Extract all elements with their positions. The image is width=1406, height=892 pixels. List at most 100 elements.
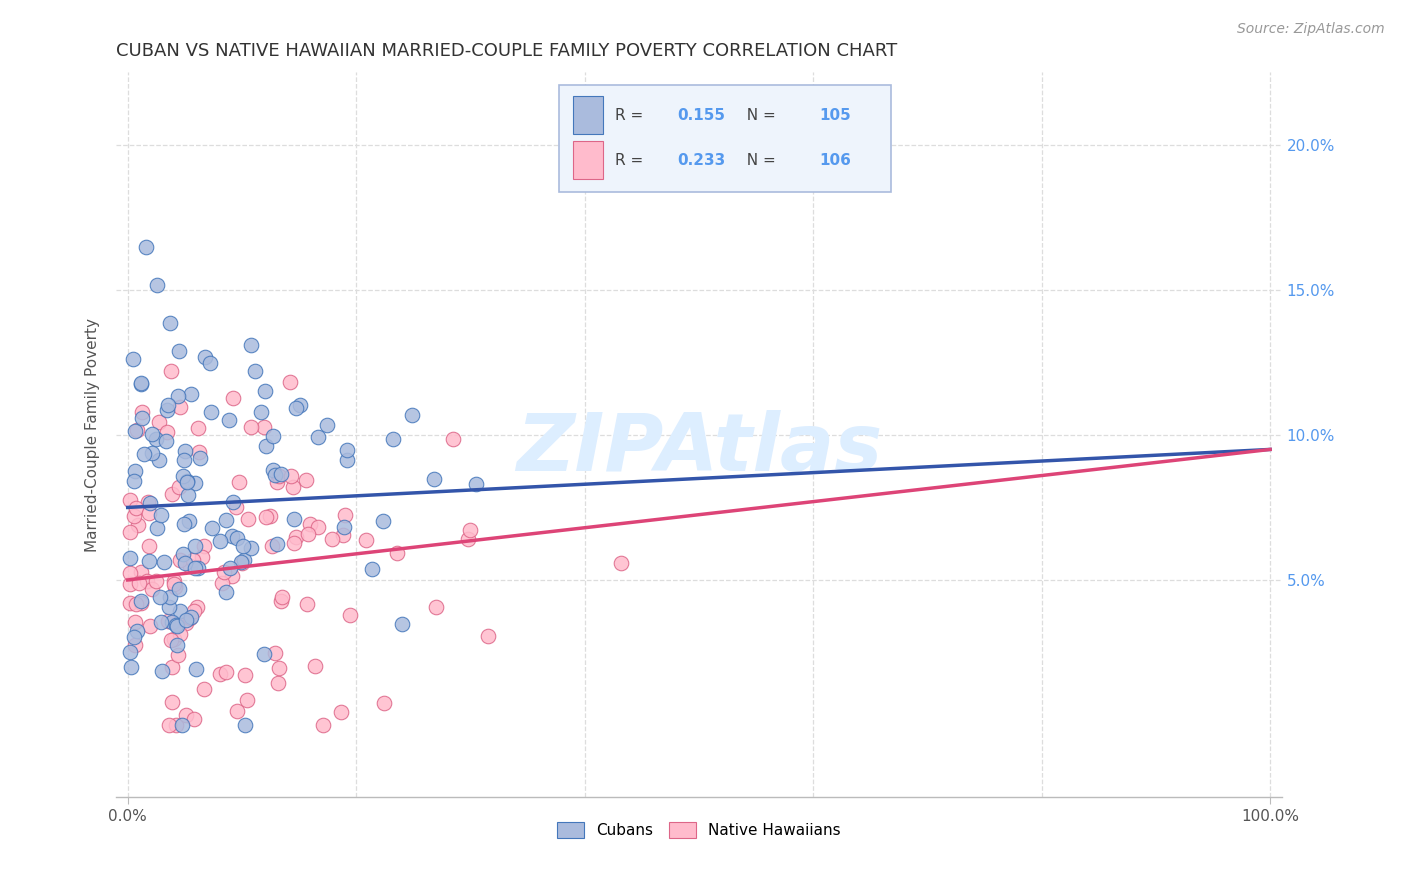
Point	[194, 350, 217, 364]
Point	[160, 633, 183, 648]
Point	[120, 577, 142, 591]
Point	[166, 619, 188, 633]
Point	[163, 632, 186, 647]
Point	[270, 591, 292, 605]
Point	[174, 615, 197, 630]
Point	[333, 508, 356, 522]
Point	[176, 708, 198, 723]
FancyBboxPatch shape	[574, 141, 603, 179]
Point	[134, 446, 156, 460]
Point	[163, 577, 186, 591]
Point	[141, 582, 163, 597]
Point	[131, 411, 153, 425]
Point	[229, 555, 252, 569]
Point	[221, 528, 243, 542]
Point	[166, 389, 188, 403]
Point	[157, 398, 180, 412]
Point	[211, 576, 233, 591]
Point	[190, 450, 212, 465]
Text: 0.155: 0.155	[676, 108, 724, 123]
Point	[281, 480, 304, 494]
Text: 105: 105	[818, 108, 851, 123]
Point	[138, 553, 160, 567]
Point	[155, 434, 177, 448]
Point	[160, 660, 183, 674]
Point	[149, 590, 172, 604]
Point	[254, 510, 277, 524]
Point	[225, 500, 247, 514]
Point	[129, 565, 152, 579]
Point	[200, 405, 222, 419]
Point	[280, 468, 302, 483]
Point	[118, 551, 141, 566]
Point	[266, 475, 288, 489]
Point	[174, 613, 197, 627]
Point	[218, 412, 240, 426]
Point	[138, 506, 160, 520]
Point	[233, 668, 256, 682]
Point	[321, 533, 343, 547]
Point	[191, 550, 214, 565]
Point	[270, 467, 292, 481]
Point	[146, 521, 169, 535]
Point	[121, 659, 143, 673]
Point	[169, 553, 191, 567]
Point	[183, 604, 205, 618]
Point	[232, 553, 254, 567]
FancyBboxPatch shape	[560, 85, 891, 192]
Point	[457, 533, 479, 547]
Point	[173, 444, 195, 458]
Point	[354, 533, 377, 547]
Point	[238, 512, 260, 526]
Point	[243, 364, 266, 378]
Point	[157, 615, 180, 629]
Point	[262, 539, 284, 553]
Point	[176, 475, 198, 489]
Point	[253, 420, 276, 434]
Point	[181, 552, 204, 566]
Point	[148, 416, 170, 430]
Point	[170, 718, 193, 732]
Point	[156, 425, 179, 440]
Point	[270, 594, 292, 608]
Point	[278, 375, 301, 389]
Point	[145, 433, 167, 447]
Y-axis label: Married-Couple Family Poverty: Married-Couple Family Poverty	[86, 318, 100, 552]
Point	[333, 520, 356, 534]
Point	[177, 488, 200, 502]
Point	[160, 615, 183, 629]
Point	[264, 646, 287, 660]
Text: N =: N =	[737, 108, 780, 123]
Point	[183, 713, 205, 727]
Point	[288, 398, 311, 412]
Point	[240, 338, 263, 352]
Point	[212, 565, 235, 579]
Point	[120, 524, 142, 539]
Point	[336, 453, 359, 467]
Point	[219, 561, 242, 575]
Point	[160, 364, 183, 378]
Point	[339, 607, 361, 622]
Point	[610, 556, 633, 570]
Point	[198, 355, 221, 369]
Point	[121, 352, 143, 367]
Point	[129, 376, 152, 391]
Point	[262, 463, 284, 477]
Point	[146, 277, 169, 292]
Point	[214, 665, 236, 680]
Point	[122, 630, 145, 644]
Point	[169, 604, 191, 618]
Point	[156, 403, 179, 417]
Point	[139, 619, 162, 633]
Point	[180, 386, 202, 401]
Point	[159, 590, 181, 604]
Point	[187, 445, 209, 459]
Point	[150, 664, 173, 678]
Point	[332, 528, 354, 542]
Point	[184, 662, 207, 676]
Point	[128, 575, 150, 590]
Text: Source: ZipAtlas.com: Source: ZipAtlas.com	[1237, 22, 1385, 37]
Point	[266, 537, 288, 551]
Point	[193, 681, 215, 696]
Text: CUBAN VS NATIVE HAWAIIAN MARRIED-COUPLE FAMILY POVERTY CORRELATION CHART: CUBAN VS NATIVE HAWAIIAN MARRIED-COUPLE …	[117, 42, 897, 60]
